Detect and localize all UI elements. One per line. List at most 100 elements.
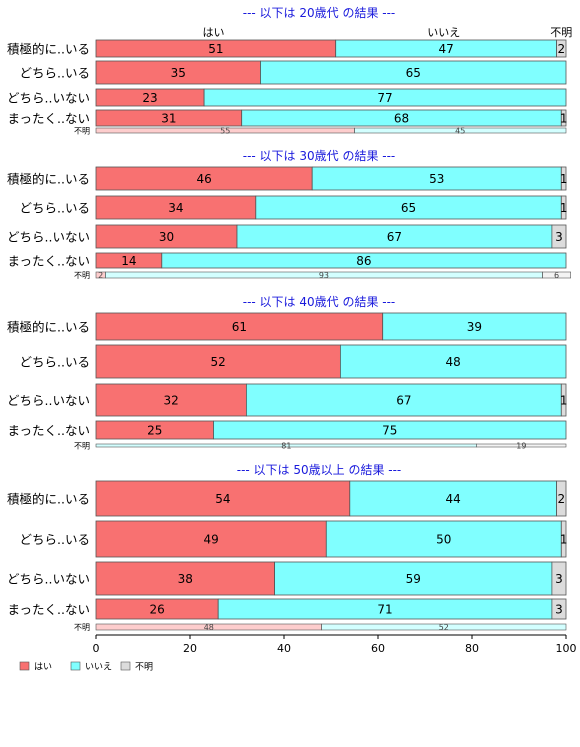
- bar-value-1-1-2: 1: [560, 201, 568, 215]
- bar-value-1-0-1: 53: [429, 172, 444, 186]
- panel-title-2: --- 以下は 40歳代 の結果 ---: [243, 295, 396, 309]
- bar-segment-2-0-0: [95, 312, 384, 341]
- bar-value-2-2-2: 1: [560, 394, 568, 408]
- panel-title-0: --- 以下は 20歳代 の結果 ---: [243, 6, 396, 20]
- legend-label-2: 不明: [135, 662, 153, 673]
- bar-value-2-2-0: 32: [164, 394, 179, 408]
- bar-value-1-0-2: 1: [560, 172, 568, 186]
- missing-segment-3-1: [321, 623, 567, 631]
- missing-value-1-2: 6: [554, 271, 559, 280]
- bar-segment-1-0-2: [560, 166, 567, 191]
- bar-value-0-0-0: 51: [208, 42, 223, 56]
- bar-value-2-1-1: 48: [446, 355, 461, 369]
- bar-value-3-3-1: 71: [377, 603, 392, 617]
- row-label-0-0: 積極的に..いる: [7, 42, 90, 57]
- bar-value-0-1-0: 35: [171, 66, 186, 80]
- bar-value-2-3-1: 75: [382, 424, 397, 438]
- missing-value-0-0: 55: [220, 127, 230, 136]
- bar-value-1-2-1: 67: [387, 230, 402, 244]
- bar-value-3-0-0: 54: [215, 492, 230, 506]
- bar-value-1-3-1: 86: [356, 254, 371, 268]
- bar-value-3-1-1: 50: [436, 533, 451, 547]
- missing-value-3-0: 48: [204, 623, 214, 632]
- missing-label-0: 不明: [74, 127, 90, 136]
- bar-segment-3-0-2: [556, 480, 567, 517]
- bar-value-2-2-1: 67: [396, 394, 411, 408]
- bar-value-1-3-0: 14: [121, 254, 136, 268]
- x-tick-label-1: 20: [183, 642, 197, 655]
- missing-label-1: 不明: [74, 271, 90, 280]
- bar-segment-2-2-0: [95, 383, 247, 417]
- bar-value-0-0-1: 47: [439, 42, 454, 56]
- bar-value-0-3-1: 68: [394, 112, 409, 126]
- bar-value-3-2-1: 59: [406, 572, 421, 586]
- row-label-1-3: まったく..ない: [8, 254, 90, 269]
- bar-segment-3-0-0: [95, 480, 351, 517]
- bar-value-3-0-2: 2: [557, 492, 565, 506]
- missing-label-2: 不明: [74, 442, 90, 451]
- bar-value-2-1-0: 52: [211, 355, 226, 369]
- bar-value-1-0-0: 46: [196, 172, 211, 186]
- bar-segment-3-3-2: [551, 598, 567, 620]
- missing-value-2-1: 81: [281, 442, 291, 451]
- bar-segment-2-0-1: [382, 312, 567, 341]
- row-label-1-1: どちら..いる: [20, 201, 90, 216]
- row-label-2-3: まったく..ない: [8, 423, 90, 438]
- x-tick-label-5: 100: [556, 642, 577, 655]
- panel-title-3: --- 以下は 50歳以上 の結果 ---: [237, 463, 402, 477]
- row-label-0-3: まったく..ない: [8, 111, 90, 126]
- legend-swatch-0: [19, 661, 30, 671]
- row-label-0-2: どちら..いない: [7, 91, 90, 106]
- x-tick-label-3: 60: [371, 642, 385, 655]
- column-header-2: 不明: [550, 26, 572, 39]
- bar-segment-3-1-1: [325, 520, 562, 558]
- bar-value-2-3-0: 25: [147, 424, 162, 438]
- bar-segment-0-2-1: [203, 88, 567, 107]
- row-label-1-0: 積極的に..いる: [7, 172, 90, 187]
- bar-segment-3-1-0: [95, 520, 327, 558]
- bar-value-0-3-2: 1: [560, 112, 568, 126]
- missing-value-3-1: 52: [439, 623, 449, 632]
- x-tick-label-0: 0: [93, 642, 100, 655]
- bar-segment-2-1-0: [95, 344, 341, 379]
- bar-segment-3-2-2: [551, 561, 567, 596]
- legend-swatch-1: [70, 661, 81, 671]
- bar-segment-3-2-0: [95, 561, 276, 596]
- bar-value-1-1-1: 65: [401, 201, 416, 215]
- row-label-0-1: どちら..いる: [20, 66, 90, 81]
- bar-segment-3-1-2: [560, 520, 567, 558]
- legend-swatch-2: [120, 661, 131, 671]
- bar-value-0-2-0: 23: [142, 91, 157, 105]
- column-header-1: いいえ: [427, 26, 460, 39]
- x-tick-label-2: 40: [277, 642, 291, 655]
- bar-value-3-1-2: 1: [560, 533, 568, 547]
- bar-segment-2-2-1: [245, 383, 562, 417]
- legend-label-0: はい: [34, 662, 52, 673]
- bar-value-1-1-0: 34: [168, 201, 183, 215]
- bar-segment-1-1-2: [560, 195, 567, 220]
- bar-value-2-0-1: 39: [467, 320, 482, 334]
- missing-label-3: 不明: [74, 623, 90, 632]
- legend-label-1: いいえ: [85, 662, 112, 673]
- missing-value-1-1: 93: [319, 271, 329, 280]
- bar-value-3-1-0: 49: [204, 533, 219, 547]
- bar-segment-1-3-1: [161, 252, 567, 269]
- row-label-2-0: 積極的に..いる: [7, 320, 90, 335]
- bar-segment-2-3-1: [213, 420, 567, 440]
- bar-value-2-0-0: 61: [232, 320, 247, 334]
- missing-segment-0-1: [354, 127, 567, 134]
- row-label-1-2: どちら..いない: [7, 230, 90, 245]
- bar-segment-2-2-2: [560, 383, 567, 417]
- row-label-2-2: どちら..いない: [7, 393, 90, 408]
- bar-value-3-3-0: 26: [149, 603, 164, 617]
- bar-value-3-2-2: 3: [555, 572, 563, 586]
- missing-value-0-1: 45: [455, 127, 465, 136]
- row-label-3-1: どちら..いる: [20, 532, 90, 547]
- bar-segment-3-0-1: [349, 480, 557, 517]
- missing-value-2-2: 19: [516, 442, 526, 451]
- missing-segment-1-2: [542, 271, 572, 279]
- bar-value-3-3-2: 3: [555, 603, 563, 617]
- bar-value-0-2-1: 77: [377, 91, 392, 105]
- row-label-2-1: どちら..いる: [20, 355, 90, 370]
